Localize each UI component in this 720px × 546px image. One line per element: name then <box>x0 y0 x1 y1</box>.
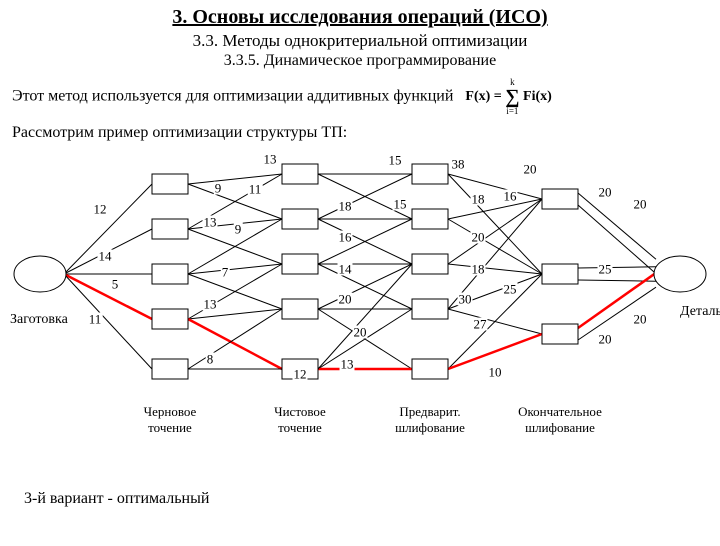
edge-weight: 9 <box>234 223 243 236</box>
edge-weight: 25 <box>598 263 613 276</box>
stage-label-2: Чистовое точение <box>255 404 345 436</box>
edge-weight: 13 <box>263 153 278 166</box>
edge-weight: 5 <box>111 278 120 291</box>
edge-weight: 18 <box>471 193 486 206</box>
edge-weight: 15 <box>388 154 403 167</box>
edge-weight: 10 <box>488 366 503 379</box>
edge-weight: 7 <box>221 266 230 279</box>
edge-weight: 25 <box>503 283 518 296</box>
edge-weight: 20 <box>598 333 613 346</box>
edge-weight: 20 <box>523 163 538 176</box>
edge-weight: 13 <box>203 298 218 311</box>
edge-weight: 9 <box>214 182 223 195</box>
edge-weight: 20 <box>598 186 613 199</box>
title-sub: 3.3. Методы однокритериальной оптимизаци… <box>0 31 720 51</box>
edge-weight: 30 <box>458 293 473 306</box>
edge-weight: 18 <box>471 263 486 276</box>
edge-weight: 18 <box>338 200 353 213</box>
edge-weight: 16 <box>338 231 353 244</box>
start-label: Заготовка <box>10 312 68 328</box>
formula-sum: ∑ <box>505 87 519 107</box>
formula: F(x) = k ∑ i=1 Fi(x) <box>465 78 551 116</box>
formula-lhs: F(x) = <box>465 89 505 104</box>
edge-weight: 20 <box>633 313 648 326</box>
edge-weight: 27 <box>473 318 488 331</box>
network-diagram: 12 14 5 11 9 13 9 7 13 8 13 11 18 16 14 20 20 12 13 15 15 30 1… <box>0 144 720 454</box>
edge-weight: 20 <box>353 326 368 339</box>
edge-weight: 14 <box>338 263 353 276</box>
edge-weight: 12 <box>93 203 108 216</box>
paragraph-1: Этот метод используется для оптимизации … <box>12 78 708 116</box>
p1-text: Этот метод используется для оптимизации … <box>12 88 453 105</box>
edge-weight: 20 <box>338 293 353 306</box>
edge-weight: 11 <box>88 313 103 326</box>
edge-weight: 13 <box>203 216 218 229</box>
paragraph-2: Рассмотрим пример оптимизации структуры … <box>12 124 708 142</box>
title-sub2: 3.3.5. Динамическое программирование <box>0 52 720 70</box>
edge-weight: 20 <box>471 231 486 244</box>
stage-label-4: Окончательное шлифование <box>515 404 605 436</box>
edge-weight: 12 <box>293 368 308 381</box>
edge-weight: 38 <box>451 158 466 171</box>
stage-label-3: Предварит. шлифование <box>385 404 475 436</box>
edge-weight: 11 <box>248 183 263 196</box>
end-label: Деталь <box>680 304 720 320</box>
edge-weight: 16 <box>503 190 518 203</box>
title-main: 3. Основы исследования операций (ИСО) <box>0 6 720 29</box>
edge-weight: 14 <box>98 250 113 263</box>
edge-weight: 15 <box>393 198 408 211</box>
formula-lower: i=1 <box>505 107 519 116</box>
edge-weight: 8 <box>206 353 215 366</box>
formula-rhs: Fi(x) <box>523 89 552 104</box>
edge-weight: 13 <box>340 358 355 371</box>
stage-label-1: Черновое точение <box>125 404 215 436</box>
footer-note: 3-й вариант - оптимальный <box>24 490 708 508</box>
edge-weight: 20 <box>633 198 648 211</box>
